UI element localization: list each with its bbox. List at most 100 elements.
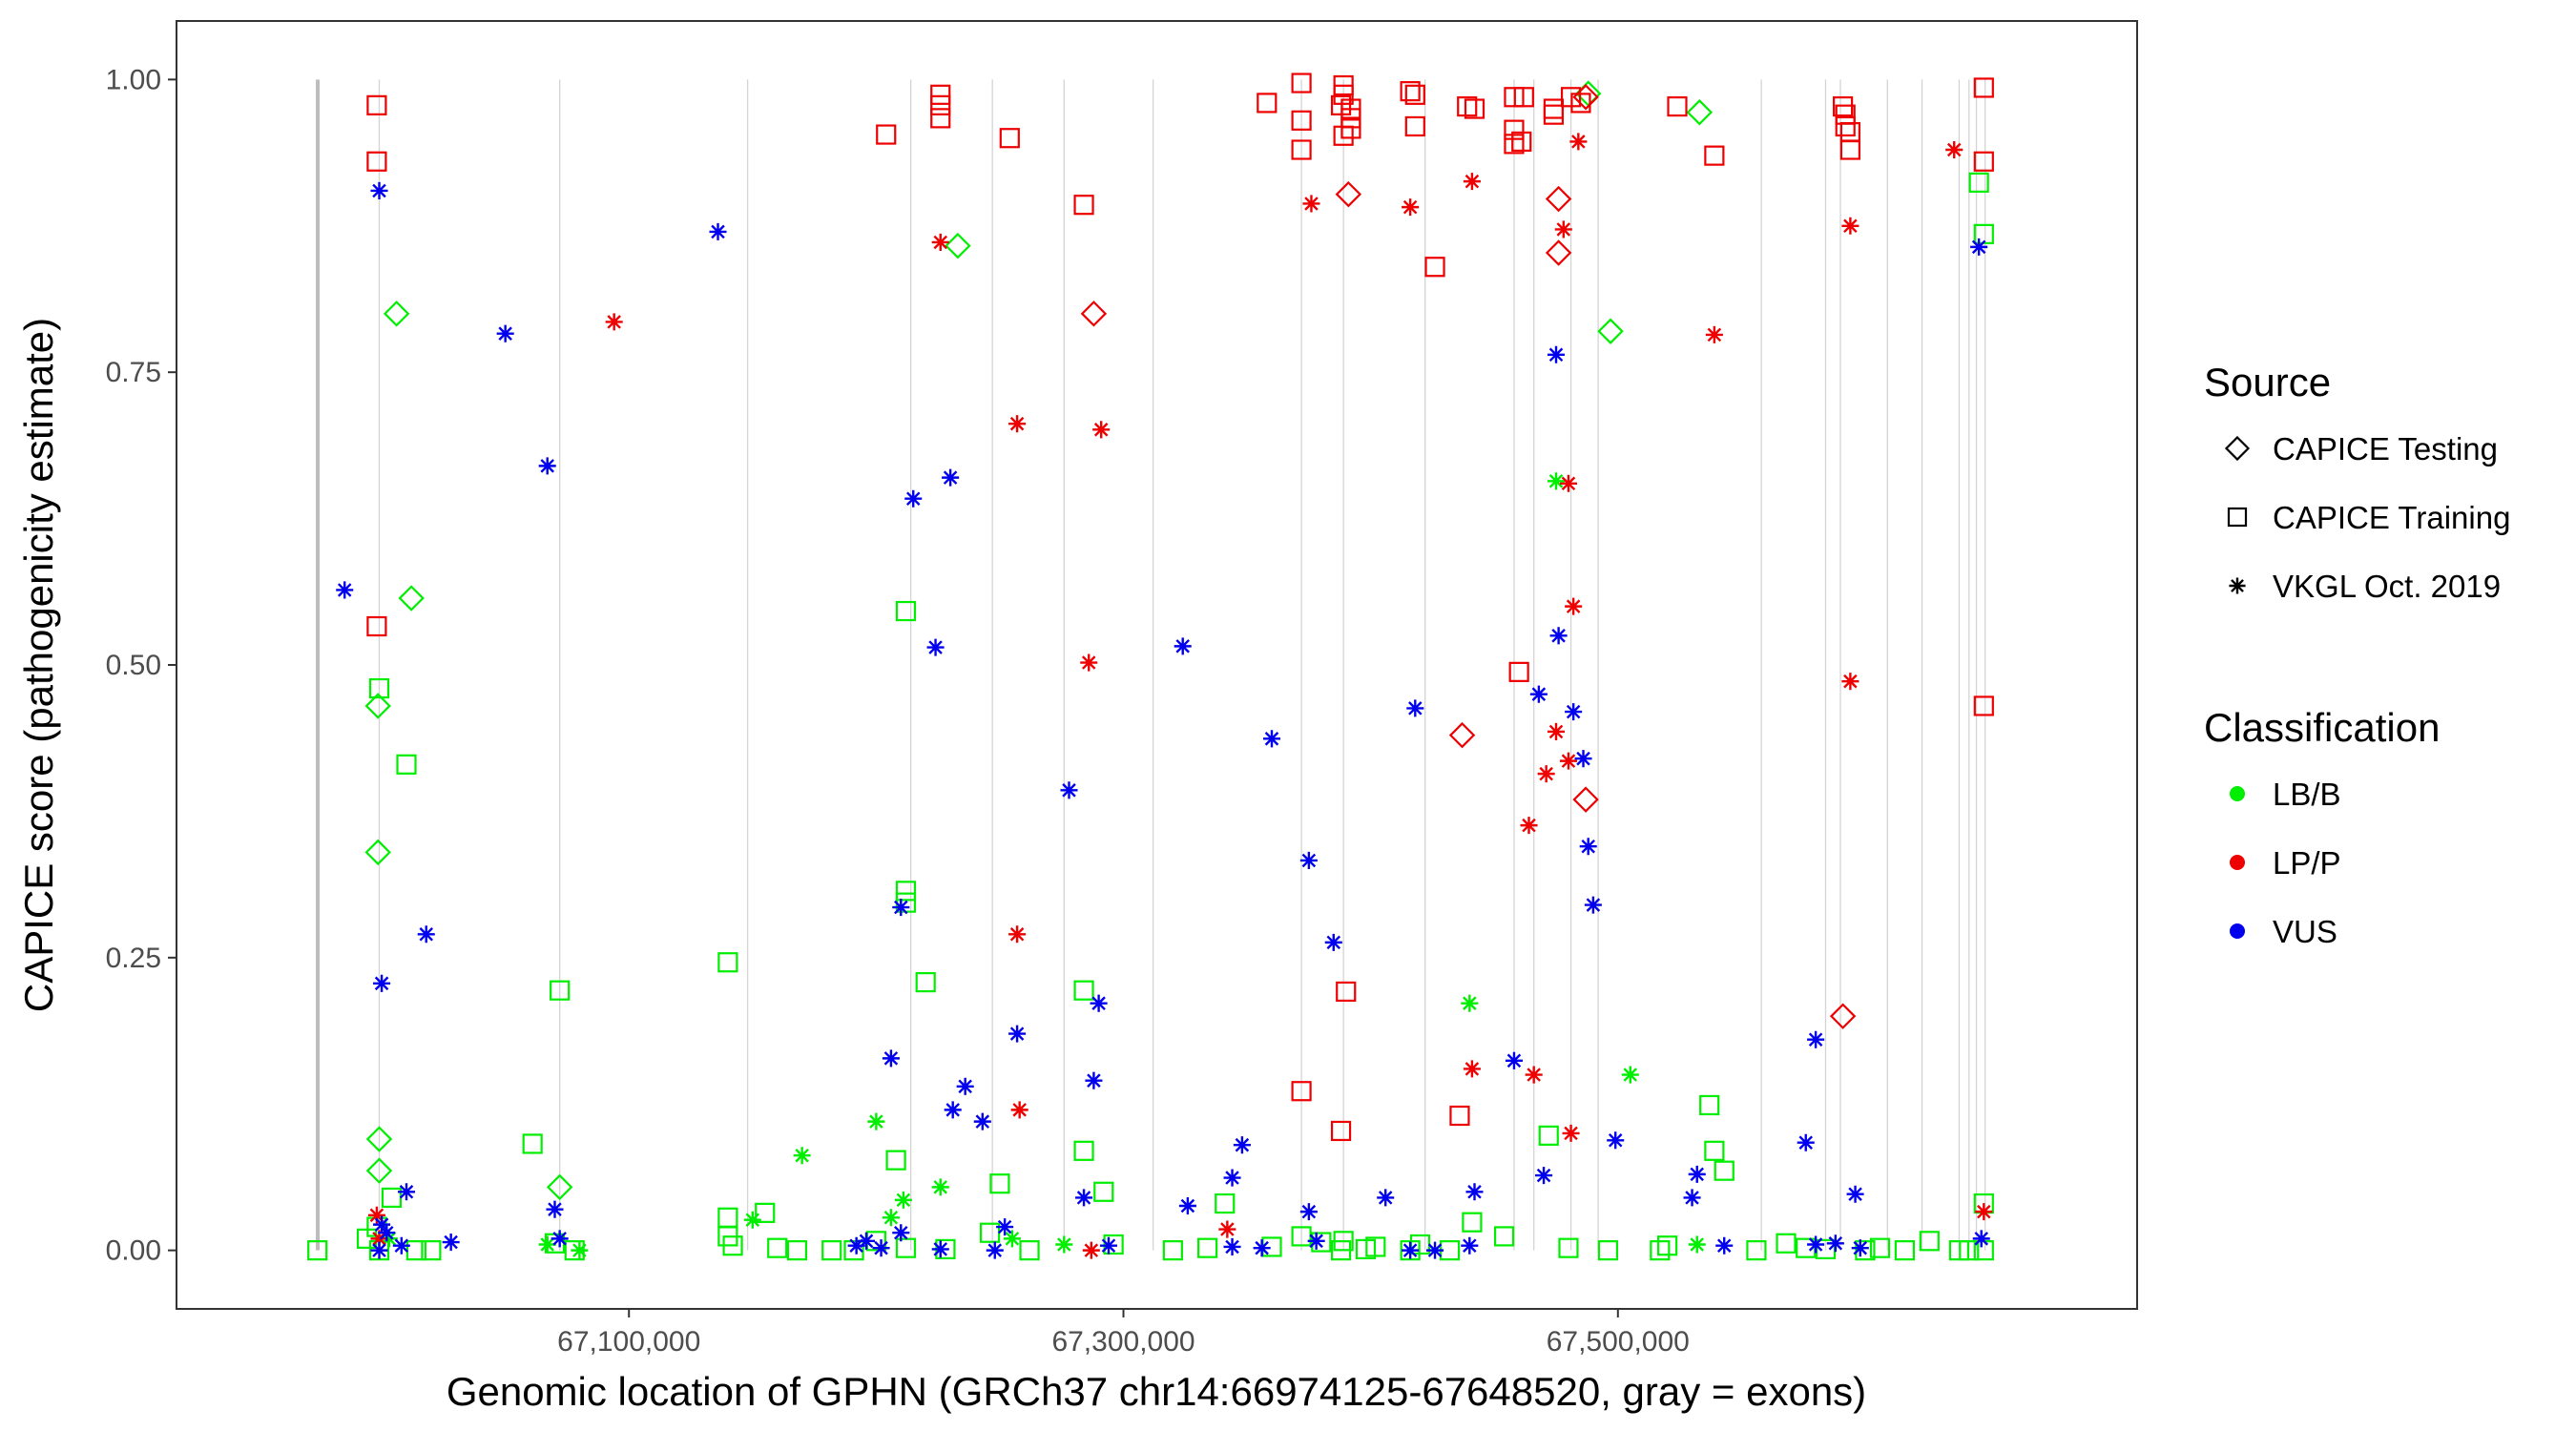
data-point xyxy=(1579,838,1597,856)
data-point xyxy=(366,94,387,115)
data-point xyxy=(930,84,951,105)
y-tick-label: 0.50 xyxy=(106,650,161,681)
data-point xyxy=(1218,1220,1236,1238)
legend-key-color xyxy=(2230,855,2245,870)
data-point xyxy=(1090,994,1108,1012)
data-point xyxy=(1714,1160,1735,1181)
data-point xyxy=(1570,93,1591,114)
data-point xyxy=(1461,1236,1479,1255)
data-point xyxy=(1333,125,1354,146)
data-point xyxy=(1080,653,1098,672)
data-point xyxy=(1607,1131,1625,1150)
legend-source-items: CAPICE Testing CAPICE Training VKGL Oct. 2… xyxy=(2224,431,2510,604)
data-point xyxy=(1402,1241,1420,1259)
data-point xyxy=(1688,1165,1706,1183)
legend-source-title: Source xyxy=(2204,360,2331,404)
data-point xyxy=(1559,474,1577,492)
data-point xyxy=(1807,1235,1825,1254)
data-point xyxy=(1103,1234,1124,1255)
data-point xyxy=(1223,1237,1241,1255)
x-tick-label: 67,100,000 xyxy=(557,1326,700,1358)
data-point xyxy=(1197,1237,1218,1258)
data-point xyxy=(931,1178,949,1196)
data-point xyxy=(546,1173,573,1201)
data-point xyxy=(364,693,391,719)
data-point xyxy=(1945,140,1963,159)
data-point xyxy=(1704,1140,1725,1161)
data-point xyxy=(1538,1125,1559,1146)
data-point xyxy=(1010,1101,1028,1119)
axes: 0.00 0.25 0.50 0.75 1.00 67,100,000 67,300,000… xyxy=(106,64,1690,1358)
y-tick-label: 0.00 xyxy=(106,1235,161,1267)
legend-classification-items: LB/B LP/P VUS xyxy=(2230,777,2341,949)
y-tick-label: 1.00 xyxy=(106,64,161,95)
data-point xyxy=(1657,1235,1678,1256)
data-point xyxy=(1535,1167,1553,1185)
data-point xyxy=(1705,325,1723,343)
data-point xyxy=(867,1112,885,1130)
data-point xyxy=(882,1049,900,1068)
data-point xyxy=(1324,933,1342,951)
data-point xyxy=(392,1236,410,1255)
data-point xyxy=(945,232,971,259)
data-point xyxy=(396,754,417,775)
data-point xyxy=(1621,1066,1639,1084)
data-point xyxy=(1547,472,1566,490)
legend-classification-title: Classification xyxy=(2204,705,2440,750)
x-tick-label: 67,500,000 xyxy=(1547,1326,1690,1358)
data-point xyxy=(1686,99,1714,126)
data-point xyxy=(1291,73,1312,93)
x-axis-title: Genomic location of GPHN (GRCh37 chr14:6… xyxy=(447,1369,1866,1414)
data-point xyxy=(1299,1203,1318,1221)
data-point xyxy=(821,1240,842,1261)
data-point xyxy=(380,1230,398,1248)
data-point xyxy=(538,457,556,475)
data-point xyxy=(1457,95,1478,117)
data-point xyxy=(1894,1240,1916,1261)
data-point xyxy=(398,585,425,612)
data-point xyxy=(1688,1235,1706,1254)
x-tick-label: 67,300,000 xyxy=(1051,1326,1195,1358)
data-point xyxy=(931,1240,949,1258)
data-point xyxy=(1797,1133,1815,1151)
data-point xyxy=(1073,1140,1094,1161)
data-point xyxy=(1162,1240,1183,1261)
data-point xyxy=(755,1202,776,1223)
data-point xyxy=(383,301,410,327)
data-point xyxy=(1426,1241,1444,1259)
data-point xyxy=(1330,1120,1352,1142)
data-point xyxy=(1404,84,1425,105)
data-point xyxy=(1291,110,1312,131)
data-point xyxy=(1597,1240,1619,1261)
data-point xyxy=(1448,721,1476,749)
data-point xyxy=(1715,1236,1734,1255)
data-point xyxy=(904,489,923,508)
data-point xyxy=(872,1239,890,1257)
legend-classification-label: VUS xyxy=(2273,914,2337,949)
data-point xyxy=(1948,1240,1970,1261)
data-point xyxy=(1464,98,1485,119)
data-point xyxy=(1505,1051,1523,1069)
data-point xyxy=(986,1241,1004,1259)
data-point xyxy=(1060,781,1078,799)
data-point xyxy=(1508,661,1529,682)
data-point xyxy=(1572,786,1599,813)
data-point xyxy=(1424,257,1445,278)
data-point xyxy=(1465,1183,1484,1201)
data-point xyxy=(1504,119,1525,140)
legend-key-square xyxy=(2227,507,2248,528)
data-point xyxy=(442,1234,460,1252)
data-point xyxy=(709,222,727,240)
data-point xyxy=(743,1211,761,1229)
data-point xyxy=(1093,1181,1114,1202)
data-point xyxy=(1968,172,1989,193)
data-point xyxy=(336,581,354,599)
data-point xyxy=(307,1240,328,1261)
data-point xyxy=(1291,139,1312,160)
data-point xyxy=(1835,115,1856,137)
data-point xyxy=(366,151,387,172)
data-point xyxy=(1547,722,1566,740)
data-point xyxy=(1174,637,1192,655)
data-point xyxy=(1565,703,1583,721)
